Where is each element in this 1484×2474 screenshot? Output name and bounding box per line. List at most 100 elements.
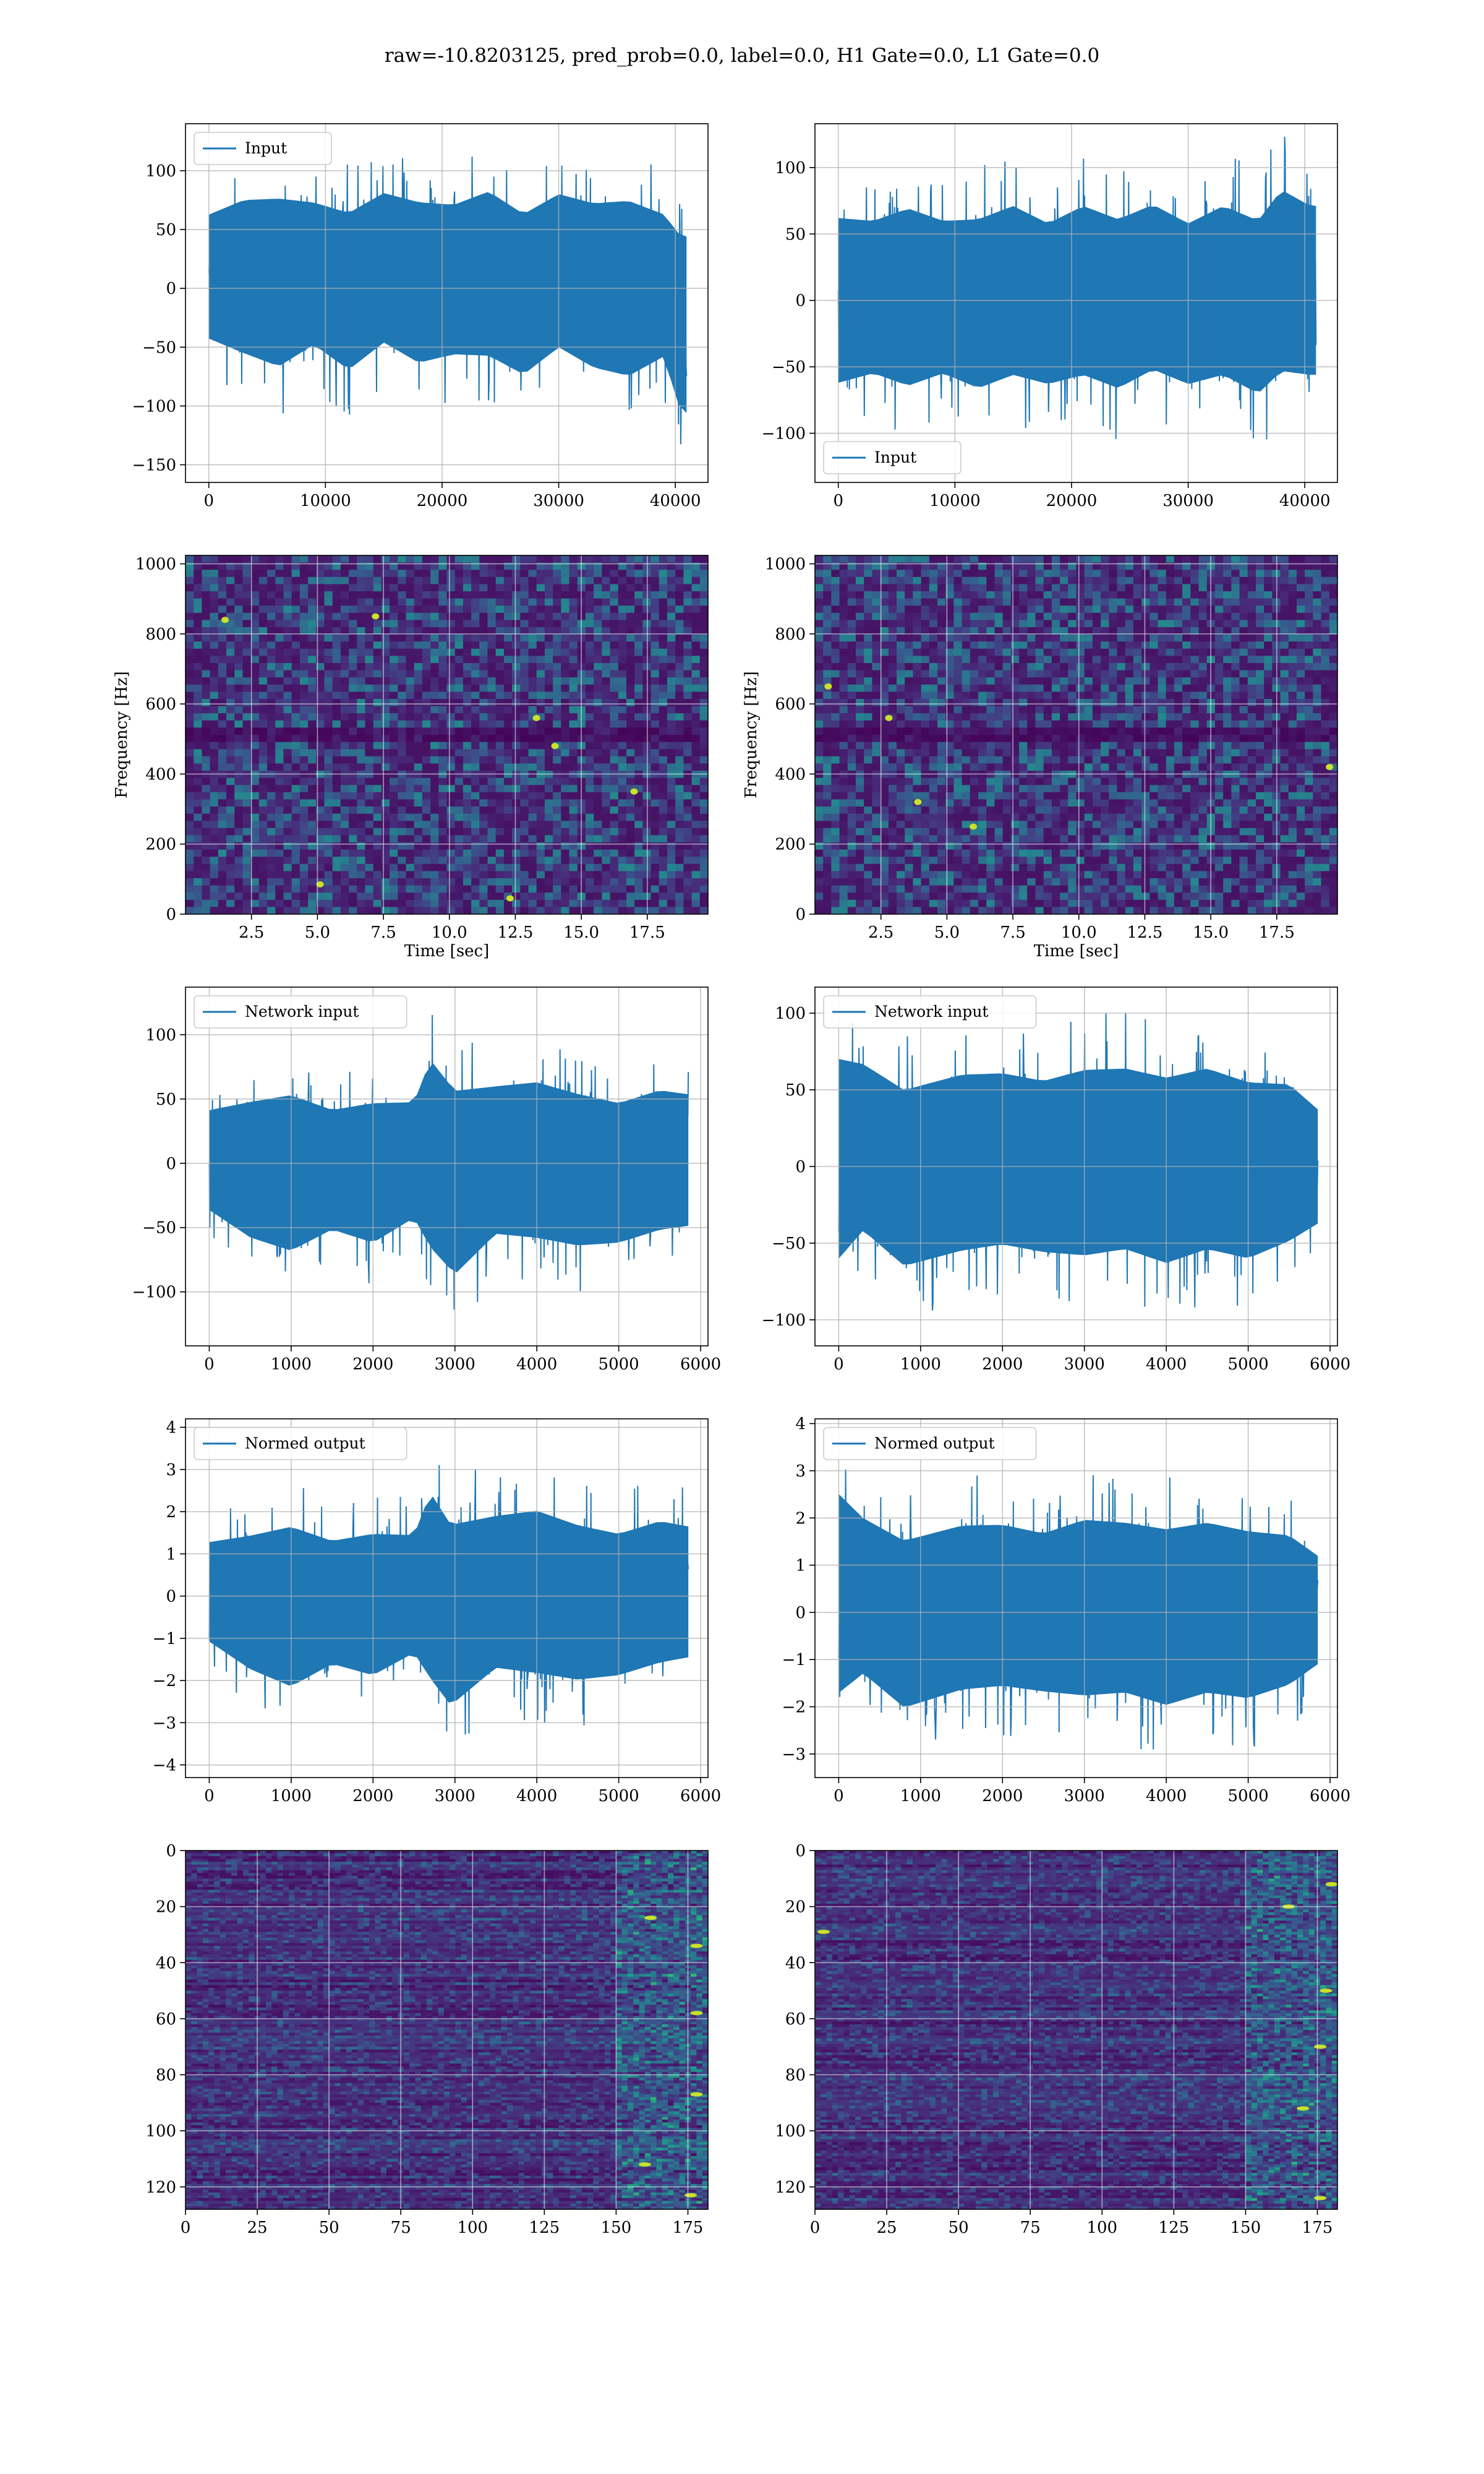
heatmap-cell [962, 699, 971, 707]
heatmap-cell [618, 785, 627, 793]
heatmap-cell [1043, 727, 1052, 735]
heatmap-cell [905, 777, 914, 785]
heatmap-cell [316, 828, 325, 836]
heatmap-cell [945, 677, 955, 685]
heatmap-cell [610, 907, 619, 914]
heatmap-cell [699, 863, 708, 871]
heatmap-cell [1035, 591, 1044, 599]
heatmap-cell [275, 892, 284, 901]
heatmap-cell [471, 656, 480, 664]
heatmap-cell [872, 612, 881, 620]
heatmap-cell [921, 756, 930, 764]
heatmap-cell [953, 720, 963, 728]
heatmap-cell [1019, 828, 1028, 836]
heatmap-cell [528, 656, 537, 664]
heatmap-cell [831, 842, 840, 850]
heatmap-cell [406, 863, 415, 871]
heatmap-cell [1068, 735, 1077, 743]
heatmap-cell [308, 885, 317, 893]
heatmap-cell [823, 749, 832, 757]
heatmap-cell [414, 598, 423, 606]
heatmap-cell [210, 899, 219, 907]
heatmap-cell [234, 857, 244, 865]
heatmap-cell [1043, 792, 1052, 800]
heatmap-cell [226, 821, 235, 829]
heatmap-cell [454, 835, 464, 843]
heatmap-cell [414, 878, 423, 886]
heatmap-cell [1060, 570, 1068, 578]
heatmap-cell [953, 899, 963, 907]
heatmap-cell [1002, 691, 1012, 700]
heatmap-cell [316, 670, 325, 678]
heatmap-cell [905, 627, 914, 635]
heatmap-cell [585, 756, 594, 764]
heatmap-cell [544, 756, 553, 764]
heatmap-cell [194, 785, 202, 793]
heatmap-cell [602, 576, 611, 584]
heatmap-cell [308, 699, 317, 707]
heatmap-cell [463, 742, 472, 750]
heatmap-cell [839, 828, 848, 836]
heatmap-cell [1076, 749, 1085, 757]
heatmap-cell [994, 570, 1004, 578]
heatmap-cell [503, 749, 513, 757]
x-tick-label: 0 [833, 492, 843, 510]
heatmap-cell [1068, 670, 1077, 678]
heatmap-cell [218, 627, 227, 635]
heatmap-cell [316, 562, 325, 570]
heatmap-cell [495, 813, 505, 821]
heatmap-cell [1084, 576, 1093, 584]
heatmap-cell [365, 634, 374, 642]
heatmap-cell [675, 871, 684, 879]
heatmap-cell [398, 807, 407, 815]
heatmap-cell [365, 641, 374, 649]
heatmap-cell [1051, 663, 1060, 671]
heatmap-cell [610, 706, 619, 714]
heatmap-cell [299, 648, 309, 656]
heatmap-cell [414, 742, 423, 750]
heatmap-cell [831, 799, 840, 807]
heatmap-cell [569, 871, 578, 879]
heatmap-cell [1035, 763, 1044, 771]
heatmap-cell [1027, 899, 1036, 907]
heatmap-cell [1084, 606, 1093, 614]
heatmap-cell [921, 606, 930, 614]
heatmap-cell [594, 899, 602, 907]
heatmap-cell [438, 749, 448, 757]
heatmap-cell [659, 785, 668, 793]
heatmap-cell [316, 907, 325, 914]
heatmap-cell [675, 656, 684, 664]
heatmap-cell [340, 821, 349, 829]
heatmap-cell [675, 648, 684, 656]
heatmap-cell [594, 821, 602, 829]
heatmap-cell [438, 584, 448, 592]
heatmap-cell [691, 871, 701, 879]
heatmap-cell [365, 821, 374, 829]
heatmap-cell [1076, 813, 1085, 821]
heatmap-cell [365, 842, 374, 850]
heatmap-cell [226, 670, 235, 678]
heatmap-cell [659, 821, 668, 829]
heatmap-cell [258, 641, 268, 649]
heatmap-cell [1084, 584, 1093, 592]
heatmap-cell [242, 627, 252, 635]
heatmap-cell [553, 699, 561, 707]
heatmap-cell [872, 907, 881, 914]
heatmap-cell [683, 857, 693, 865]
heatmap-cell [699, 570, 708, 578]
heatmap-cell [897, 792, 905, 800]
heatmap-cell [463, 634, 472, 642]
heatmap-cell [823, 713, 832, 721]
heatmap-cell [962, 892, 971, 901]
heatmap-cell [1035, 821, 1044, 829]
heatmap-cell [381, 720, 390, 728]
heatmap-cell [650, 828, 660, 836]
heatmap-cell [585, 699, 594, 707]
heatmap-cell [962, 576, 971, 584]
heatmap-cell [463, 727, 472, 735]
x-tick-label: 2.5 [239, 923, 264, 942]
heatmap-cell [823, 792, 832, 800]
heatmap-cell [675, 842, 684, 850]
heatmap-cell [823, 885, 832, 893]
heatmap-cell [962, 763, 971, 771]
